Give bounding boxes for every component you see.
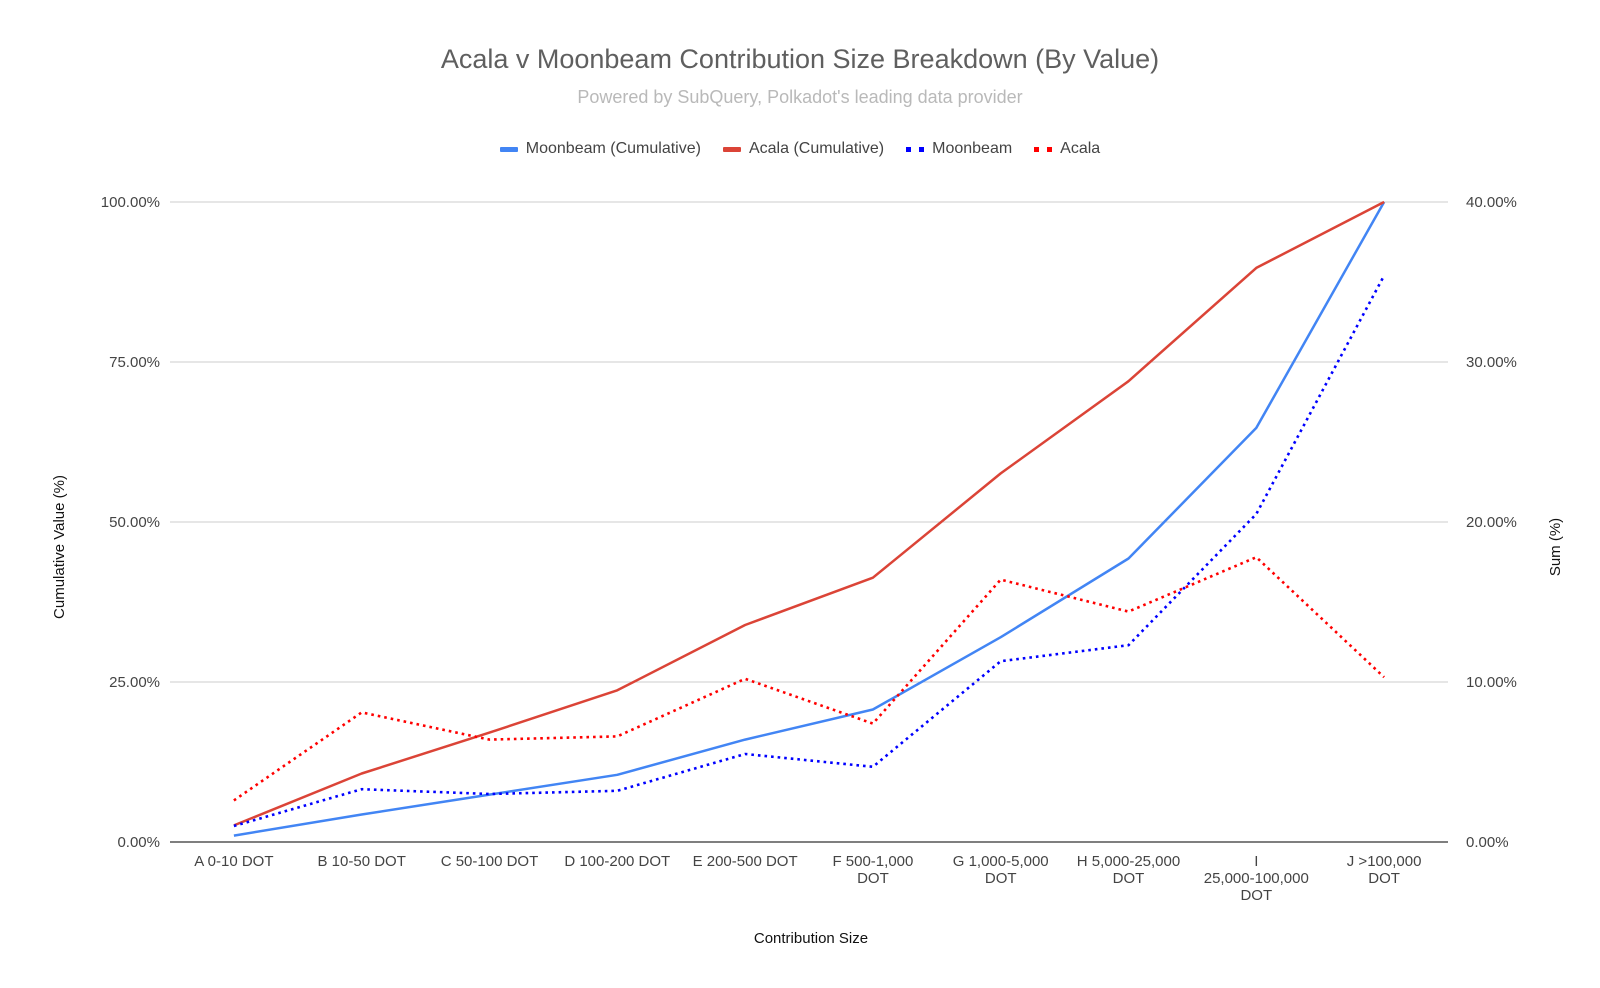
left-axis-title: Cumulative Value (%) bbox=[51, 475, 68, 619]
legend-swatch-moonbeam bbox=[906, 146, 925, 152]
legend-item-acala-cumulative[interactable]: Acala (Cumulative) bbox=[722, 140, 885, 158]
legend-item-moonbeam-cumulative[interactable]: Moonbeam (Cumulative) bbox=[499, 140, 701, 158]
x-tick-label: E 200-500 DOT bbox=[693, 853, 798, 870]
legend-label: Moonbeam (Cumulative) bbox=[525, 140, 701, 157]
left-tick-label: 75.00% bbox=[109, 354, 160, 371]
legend-label: Acala (Cumulative) bbox=[748, 140, 885, 157]
chart-subtitle: Powered by SubQuery, Polkadot's leading … bbox=[577, 87, 1023, 107]
series-lines bbox=[233, 200, 1386, 837]
legend-item-moonbeam[interactable]: Moonbeam bbox=[906, 140, 1012, 158]
legend-swatch-moonbeam-cumulative bbox=[499, 146, 518, 152]
x-tick-label: C 50-100 DOT bbox=[441, 853, 539, 870]
legend-label: Acala bbox=[1060, 140, 1101, 157]
x-tick-label: B 10-50 DOT bbox=[318, 853, 406, 870]
chart-legend: Moonbeam (Cumulative) Acala (Cumulative)… bbox=[0, 140, 1600, 158]
x-tick-label: F 500-1,000 DOT bbox=[832, 853, 913, 887]
x-axis-ticks: A 0-10 DOT B 10-50 DOT C 50-100 DOT D 100-2… bbox=[194, 853, 1421, 904]
right-tick-label: 10.00% bbox=[1466, 674, 1517, 691]
right-tick-label: 30.00% bbox=[1466, 354, 1517, 371]
x-axis-title: Contribution Size bbox=[754, 930, 868, 947]
right-tick-label: 0.00% bbox=[1466, 834, 1509, 851]
gridlines bbox=[170, 201, 1448, 843]
series-line-moonbeam bbox=[233, 274, 1386, 828]
x-tick-label: H 5,000-25,000 DOT bbox=[1077, 853, 1180, 887]
series-line-acala bbox=[233, 555, 1385, 802]
x-tick-label: G 1,000-5,000 DOT bbox=[953, 853, 1049, 887]
x-tick-label: I 25,000-100,000 DOT bbox=[1204, 853, 1309, 904]
right-axis-ticks: 0.00% 10.00% 20.00% 30.00% 40.00% bbox=[1466, 194, 1517, 851]
left-tick-label: 100.00% bbox=[101, 194, 160, 211]
x-tick-label: A 0-10 DOT bbox=[194, 853, 273, 870]
legend-swatch-acala-cumulative bbox=[722, 146, 741, 152]
left-tick-label: 25.00% bbox=[109, 674, 160, 691]
right-axis-title: Sum (%) bbox=[1547, 518, 1564, 576]
right-tick-label: 20.00% bbox=[1466, 514, 1517, 531]
left-tick-label: 0.00% bbox=[117, 834, 160, 851]
legend-item-acala[interactable]: Acala bbox=[1034, 140, 1100, 158]
series-line-moonbeam-cumulative bbox=[233, 201, 1386, 837]
series-line-acala-cumulative bbox=[233, 200, 1385, 827]
left-tick-label: 50.00% bbox=[109, 514, 160, 531]
x-tick-label: D 100-200 DOT bbox=[564, 853, 670, 870]
legend-label: Moonbeam bbox=[932, 140, 1013, 157]
left-axis-ticks: 0.00% 25.00% 50.00% 75.00% 100.00% bbox=[101, 194, 160, 851]
x-tick-label: J >100,000 DOT bbox=[1347, 853, 1422, 887]
legend-swatch-acala bbox=[1034, 146, 1053, 152]
chart-title: Acala v Moonbeam Contribution Size Break… bbox=[440, 44, 1160, 74]
right-tick-label: 40.00% bbox=[1466, 194, 1517, 211]
